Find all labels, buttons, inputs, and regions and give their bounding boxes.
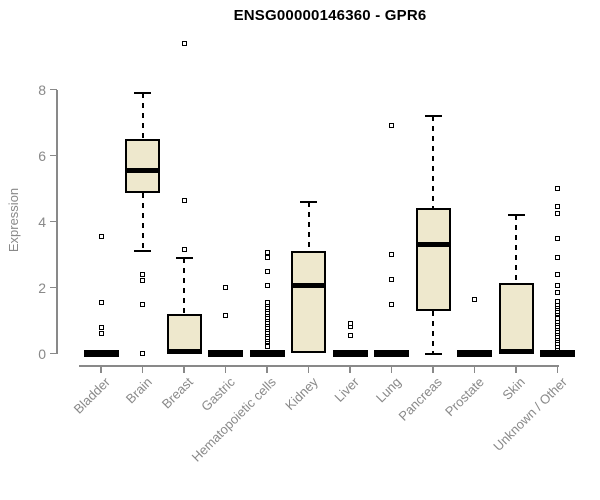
outlier-point-breast — [181, 197, 187, 203]
y-tick-label: 6 — [38, 147, 46, 164]
outlier-point-bladder — [98, 324, 104, 330]
whisker-upper-breast — [183, 257, 185, 314]
x-tick — [183, 365, 185, 373]
collapsed-box-bar-bladder — [83, 350, 119, 357]
outlier-point-lung — [389, 276, 394, 282]
x-tick — [515, 365, 517, 373]
outlier-point-hematopoietic-cells — [264, 344, 270, 350]
chart-title: ENSG00000146360 - GPR6 — [233, 7, 427, 24]
outlier-point-gastric — [223, 285, 228, 290]
outlier-point-unknown-other — [555, 204, 560, 210]
outlier-point-gastric — [223, 313, 228, 319]
box-pancreas — [415, 208, 451, 311]
outlier-point-brain — [140, 351, 145, 356]
outlier-point-lung — [389, 301, 394, 307]
outlier-point-liver — [347, 320, 353, 326]
median-kidney — [291, 283, 326, 289]
whisker-lower-brain — [141, 193, 144, 252]
y-tick-label: 2 — [38, 279, 46, 296]
collapsed-box-bar-liver — [332, 350, 368, 357]
x-tick — [266, 365, 268, 373]
whisker-cap-lower-pancreas — [424, 352, 442, 355]
outlier-point-unknown-other — [555, 283, 560, 289]
outlier-point-hematopoietic-cells — [264, 268, 270, 274]
outlier-point-bladder — [98, 299, 104, 305]
y-tick — [50, 88, 57, 91]
y-tick-label: 8 — [38, 81, 46, 98]
x-tick — [349, 365, 351, 373]
x-tick — [224, 365, 227, 373]
collapsed-box-bar-unknown-other — [540, 350, 575, 357]
whisker-cap-upper-kidney — [300, 200, 317, 203]
x-axis-line — [79, 365, 559, 367]
y-tick — [50, 286, 57, 289]
box-breast — [166, 313, 202, 354]
outlier-point-brain — [140, 301, 145, 307]
outlier-point-bladder — [98, 233, 104, 239]
box-skin — [498, 282, 534, 354]
x-tick — [432, 365, 434, 373]
whisker-cap-upper-brain — [134, 91, 151, 94]
outlier-point-lung — [389, 252, 394, 257]
outlier-point-unknown-other — [555, 255, 560, 261]
whisker-upper-pancreas — [432, 115, 434, 209]
x-tick — [100, 365, 102, 373]
whisker-upper-kidney — [307, 201, 310, 252]
x-tick — [473, 365, 476, 373]
outlier-point-unknown-other — [555, 186, 560, 191]
x-tick — [141, 365, 144, 373]
median-breast — [166, 349, 202, 355]
outlier-point-unknown-other — [555, 289, 560, 295]
x-tick — [556, 365, 559, 373]
y-tick-label: 4 — [38, 213, 46, 230]
y-tick — [50, 352, 57, 355]
whisker-upper-brain — [141, 92, 144, 139]
outlier-point-unknown-other — [555, 210, 560, 216]
outlier-point-liver — [347, 332, 353, 338]
outlier-point-breast — [181, 247, 187, 253]
box-kidney — [291, 251, 326, 354]
outlier-point-prostate — [472, 296, 477, 302]
whisker-upper-skin — [515, 214, 517, 283]
x-tick — [307, 365, 310, 373]
outlier-point-unknown-other — [555, 316, 560, 322]
median-brain — [125, 167, 160, 173]
collapsed-box-bar-hematopoietic-cells — [249, 350, 285, 357]
outlier-point-bladder — [98, 331, 104, 337]
outlier-point-unknown-other — [555, 271, 560, 277]
y-tick — [50, 154, 57, 157]
whisker-cap-upper-breast — [175, 256, 193, 259]
outlier-point-lung — [389, 123, 394, 129]
collapsed-box-bar-lung — [374, 350, 409, 357]
x-tick — [390, 365, 393, 373]
outlier-point-brain — [140, 271, 145, 277]
median-pancreas — [415, 242, 451, 248]
whisker-cap-upper-pancreas — [424, 114, 442, 117]
whisker-cap-lower-brain — [134, 250, 151, 253]
outlier-point-hematopoietic-cells — [264, 255, 270, 261]
whisker-lower-pancreas — [432, 310, 434, 354]
box-brain — [125, 139, 160, 194]
outlier-point-brain — [140, 278, 145, 284]
outlier-point-unknown-other — [555, 235, 560, 241]
outlier-point-unknown-other — [555, 298, 560, 304]
outlier-point-hematopoietic-cells — [264, 299, 270, 305]
outlier-point-hematopoietic-cells — [264, 250, 270, 256]
whisker-cap-upper-skin — [507, 213, 525, 216]
y-tick — [50, 220, 57, 223]
outlier-point-hematopoietic-cells — [264, 283, 270, 289]
collapsed-box-bar-prostate — [457, 350, 492, 357]
collapsed-box-bar-gastric — [208, 350, 243, 357]
y-tick-label: 0 — [38, 345, 46, 362]
outlier-point-breast — [181, 40, 187, 46]
median-skin — [498, 349, 534, 355]
